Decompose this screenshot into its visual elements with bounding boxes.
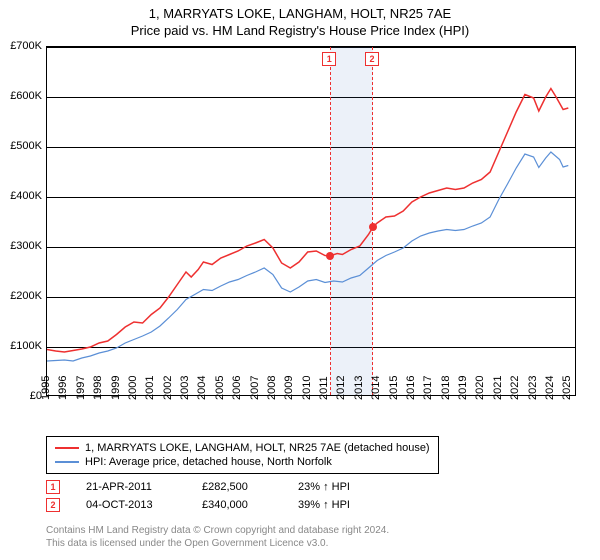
x-tick-label: 1998 (92, 376, 104, 400)
x-tick-label: 2009 (283, 376, 295, 400)
event-delta: 23% ↑ HPI (298, 481, 350, 493)
x-tick-label: 2003 (179, 376, 191, 400)
x-tick-label: 2001 (144, 376, 156, 400)
credits-line-2: This data is licensed under the Open Gov… (46, 537, 389, 550)
x-tick-label: 2017 (422, 376, 434, 400)
chart-subtitle: Price paid vs. HM Land Registry's House … (0, 23, 600, 38)
x-tick-label: 2011 (318, 376, 330, 400)
event-date: 04-OCT-2013 (86, 499, 176, 511)
event-price: £340,000 (202, 499, 272, 511)
chart-title: 1, MARRYATS LOKE, LANGHAM, HOLT, NR25 7A… (0, 6, 600, 21)
x-tick-label: 2016 (405, 376, 417, 400)
legend-row: HPI: Average price, detached house, Nort… (55, 455, 430, 469)
event-price: £282,500 (202, 481, 272, 493)
event-point (326, 252, 334, 260)
y-tick-label: £400K (2, 190, 42, 202)
legend-box: 1, MARRYATS LOKE, LANGHAM, HOLT, NR25 7A… (46, 436, 439, 474)
y-tick-label: £500K (2, 140, 42, 152)
x-tick-label: 2019 (457, 376, 469, 400)
x-tick-label: 2025 (561, 376, 573, 400)
x-tick-label: 2002 (162, 376, 174, 400)
x-tick-label: 2008 (266, 376, 278, 400)
y-tick-label: £100K (2, 340, 42, 352)
credits-text: Contains HM Land Registry data © Crown c… (46, 524, 389, 550)
chart-lines (47, 47, 577, 397)
x-tick-label: 2021 (492, 376, 504, 400)
series-line (47, 89, 568, 353)
x-tick-label: 2023 (527, 376, 539, 400)
x-tick-label: 2012 (335, 376, 347, 400)
x-tick-label: 2018 (440, 376, 452, 400)
x-tick-label: 2015 (388, 376, 400, 400)
event-date: 21-APR-2011 (86, 481, 176, 493)
x-tick-label: 2010 (301, 376, 313, 400)
y-tick-label: £0 (2, 390, 42, 402)
event-row: 2 04-OCT-2013 £340,000 39% ↑ HPI (46, 496, 350, 514)
event-point (369, 223, 377, 231)
event-marker-label: 1 (322, 52, 336, 66)
y-tick-label: £700K (2, 40, 42, 52)
legend-label: HPI: Average price, detached house, Nort… (85, 456, 332, 468)
x-tick-label: 1996 (57, 376, 69, 400)
legend-swatch (55, 461, 79, 463)
event-row: 1 21-APR-2011 £282,500 23% ↑ HPI (46, 478, 350, 496)
x-tick-label: 2014 (370, 376, 382, 400)
x-tick-label: 2000 (127, 376, 139, 400)
x-tick-label: 1999 (110, 376, 122, 400)
x-tick-label: 2004 (196, 376, 208, 400)
event-delta: 39% ↑ HPI (298, 499, 350, 511)
x-tick-label: 2013 (353, 376, 365, 400)
legend-label: 1, MARRYATS LOKE, LANGHAM, HOLT, NR25 7A… (85, 442, 430, 454)
events-block: 1 21-APR-2011 £282,500 23% ↑ HPI 2 04-OCT-201… (46, 478, 350, 514)
x-tick-label: 1995 (40, 376, 52, 400)
x-tick-label: 2024 (544, 376, 556, 400)
x-tick-label: 2007 (249, 376, 261, 400)
x-tick-label: 2005 (214, 376, 226, 400)
x-tick-label: 2020 (474, 376, 486, 400)
y-tick-label: £600K (2, 90, 42, 102)
chart-plot-area (46, 46, 576, 396)
event-badge: 1 (46, 480, 60, 494)
y-tick-label: £200K (2, 290, 42, 302)
x-tick-label: 2006 (231, 376, 243, 400)
event-marker-label: 2 (365, 52, 379, 66)
credits-line-1: Contains HM Land Registry data © Crown c… (46, 524, 389, 537)
x-tick-label: 1997 (75, 376, 87, 400)
event-badge: 2 (46, 498, 60, 512)
legend-row: 1, MARRYATS LOKE, LANGHAM, HOLT, NR25 7A… (55, 441, 430, 455)
y-tick-label: £300K (2, 240, 42, 252)
x-tick-label: 2022 (509, 376, 521, 400)
legend-swatch (55, 447, 79, 449)
series-line (47, 152, 568, 361)
